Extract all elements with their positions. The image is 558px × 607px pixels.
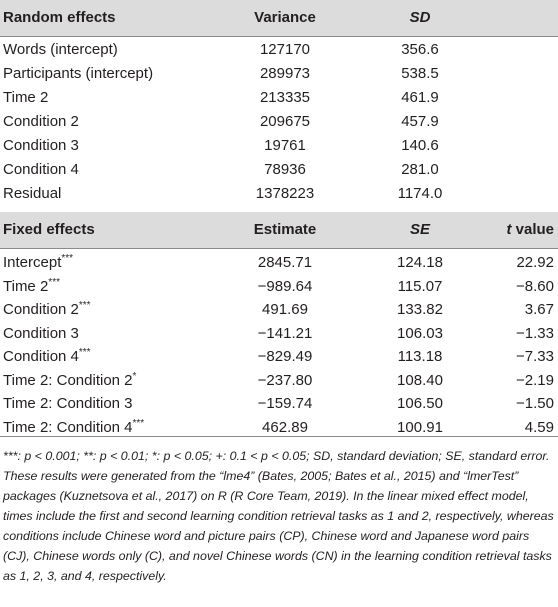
sd-heading: SD: [409, 9, 431, 26]
t-value-cell: −2.19: [516, 372, 554, 389]
se-cell: 113.18: [397, 348, 443, 365]
variance-cell: 213335: [259, 89, 311, 106]
row-label: Condition 2: [3, 113, 79, 130]
row-label-text: Time 2: [3, 278, 49, 295]
estimate-heading: Estimate: [253, 221, 317, 238]
fixed-effects-heading: Fixed effects: [3, 221, 95, 238]
random-effects-header-row: Random effects Variance SD: [0, 0, 558, 36]
row-label: Condition 4***: [3, 348, 91, 366]
se-cell: 100.91: [397, 419, 443, 436]
variance-cell: 127170: [259, 41, 311, 58]
variance-cell: 78936: [264, 161, 306, 178]
row-label-text: Time 2: Condition 4: [3, 419, 133, 436]
row-label: Condition 2***: [3, 301, 91, 319]
t-value-cell: −1.33: [516, 325, 554, 342]
row-label-text: Intercept: [3, 254, 62, 271]
significance-marker: ***: [132, 418, 145, 429]
se-heading: SE: [409, 221, 430, 238]
variance-heading: Variance: [254, 9, 316, 26]
row-label: Time 2: Condition 2*: [3, 372, 136, 390]
se-cell: 106.03: [397, 325, 443, 342]
t-value-cell: −8.60: [516, 278, 554, 295]
sd-cell: 457.9: [401, 113, 439, 130]
significance-marker: ***: [78, 347, 91, 358]
fixed-effects-header-row: Fixed effects Estimate SE t value: [0, 212, 558, 248]
table-bottom-rule: [0, 436, 558, 437]
row-label: Words (intercept): [3, 41, 118, 58]
t-value-heading: t value: [506, 221, 554, 238]
sd-cell: 538.5: [401, 65, 439, 82]
table-footnote: ***: p < 0.001; **: p < 0.01; *: p < 0.0…: [3, 449, 554, 583]
significance-marker: ***: [78, 300, 91, 311]
row-label: Time 2: Condition 3: [3, 395, 133, 413]
t-value-cell: −7.33: [516, 348, 554, 365]
estimate-cell: −989.64: [257, 278, 313, 295]
t-value-cell: 3.67: [524, 301, 554, 318]
t-value-cell: 22.92: [516, 254, 554, 271]
variance-cell: 209675: [259, 113, 311, 130]
row-label: Time 2: Condition 4***: [3, 419, 144, 437]
estimate-cell: −237.80: [257, 372, 313, 389]
row-label-text: Time 2: Condition 3: [3, 395, 133, 412]
estimate-cell: 2845.71: [257, 254, 313, 271]
se-cell: 115.07: [397, 278, 443, 295]
significance-marker: *: [132, 371, 137, 382]
se-cell: 106.50: [397, 395, 443, 412]
row-label-text: Time 2: Condition 2: [3, 372, 133, 389]
row-label: Condition 3: [3, 137, 79, 154]
fixed-header-rule: [0, 248, 558, 249]
significance-marker: ***: [48, 277, 60, 288]
row-label: Time 2***: [3, 278, 60, 296]
row-label-text: Condition 2: [3, 301, 79, 318]
variance-cell: 1378223: [255, 185, 315, 202]
estimate-cell: 491.69: [262, 301, 308, 318]
se-cell: 133.82: [397, 301, 443, 318]
estimate-cell: −829.49: [257, 348, 313, 365]
t-value-cell: 4.59: [524, 419, 554, 436]
row-label: Time 2: [3, 89, 49, 106]
row-label: Participants (intercept): [3, 65, 154, 82]
t-value-cell: −1.50: [516, 395, 554, 412]
variance-cell: 19761: [264, 137, 306, 154]
row-label: Condition 4: [3, 161, 79, 178]
row-label-text: Condition 4: [3, 348, 79, 365]
sd-cell: 356.6: [401, 41, 439, 58]
row-label-text: Condition 3: [3, 325, 79, 342]
row-label: Condition 3: [3, 325, 79, 343]
se-cell: 124.18: [397, 254, 443, 271]
row-label: Residual: [3, 185, 62, 202]
row-label: Intercept***: [3, 254, 73, 272]
estimate-cell: −141.21: [257, 325, 313, 342]
sd-cell: 281.0: [401, 161, 439, 178]
se-cell: 108.40: [397, 372, 443, 389]
random-effects-heading: Random effects: [3, 9, 116, 26]
sd-cell: 140.6: [401, 137, 439, 154]
significance-marker: ***: [61, 253, 74, 264]
header-rule: [0, 36, 558, 37]
sd-cell: 461.9: [401, 89, 439, 106]
sd-cell: 1174.0: [397, 185, 443, 202]
estimate-cell: −159.74: [257, 395, 313, 412]
estimate-cell: 462.89: [262, 419, 308, 436]
variance-cell: 289973: [259, 65, 311, 82]
